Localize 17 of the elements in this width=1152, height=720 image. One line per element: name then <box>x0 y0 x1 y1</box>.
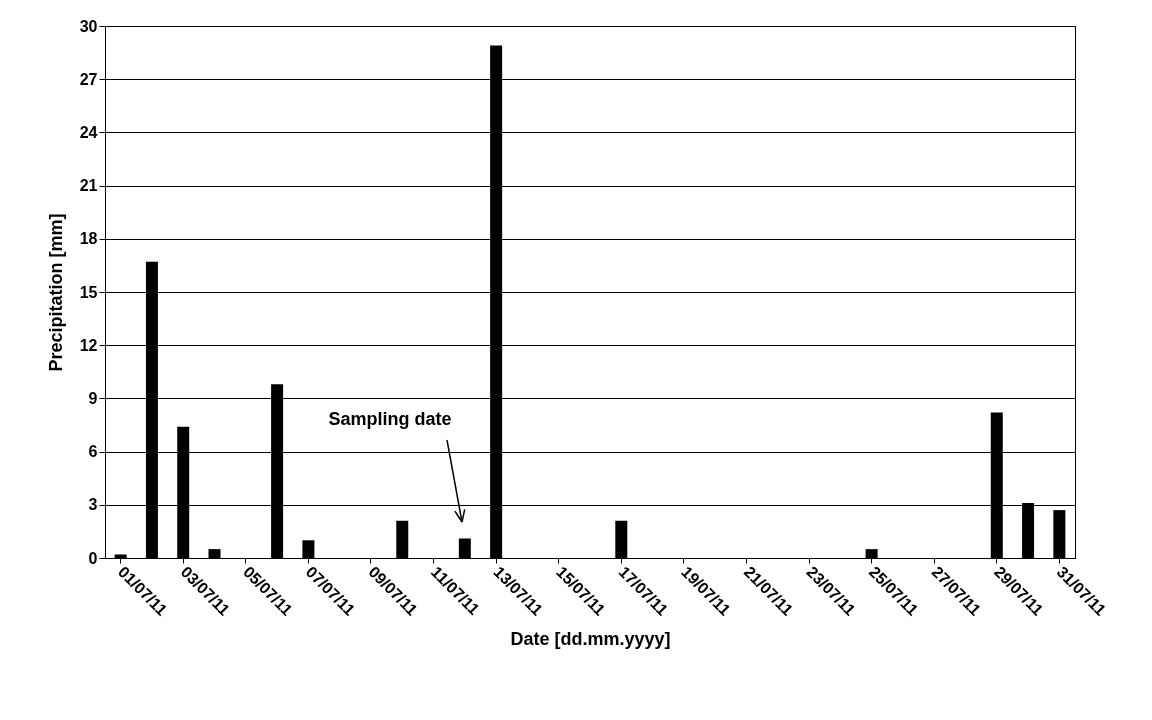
y-tick-label: 6 <box>88 443 98 461</box>
y-tick-label: 0 <box>88 549 98 567</box>
y-tick-label: 27 <box>79 70 98 88</box>
bar <box>208 549 221 558</box>
y-tick-label: 21 <box>79 177 98 195</box>
bar <box>396 520 409 558</box>
y-tick-label: 12 <box>79 336 98 354</box>
y-tick-label: 15 <box>79 283 98 301</box>
y-tick-label: 30 <box>79 17 98 35</box>
bar <box>458 538 471 558</box>
y-tick-label: 3 <box>88 496 98 514</box>
y-tick-label: 9 <box>88 389 98 407</box>
annotation: Sampling date <box>328 409 452 429</box>
y-tick-label: 18 <box>79 230 98 248</box>
y-tick-label: 24 <box>79 123 98 141</box>
y-axis-title: Precipitation [mm] <box>45 213 66 372</box>
x-axis-title: Date [dd.mm.yyyy] <box>510 628 671 649</box>
